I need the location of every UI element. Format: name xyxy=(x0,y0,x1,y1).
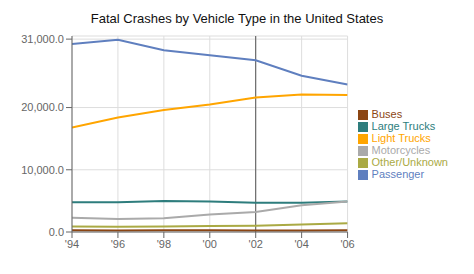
svg-text:31,000.0: 31,000.0 xyxy=(21,33,64,45)
svg-text:0.0: 0.0 xyxy=(49,226,64,238)
svg-text:'02: '02 xyxy=(249,238,263,250)
html-text:Motorcycles: Motorcycles xyxy=(371,144,431,156)
html-text:Fatal Crashes by Vehicle Type: Fatal Crashes by Vehicle Type in the Uni… xyxy=(90,11,384,26)
html-text:Buses: Buses xyxy=(371,107,403,120)
svg-text:'00: '00 xyxy=(203,238,217,250)
svg-text:10,000.0: 10,000.0 xyxy=(21,164,64,176)
svg-text:'94: '94 xyxy=(65,238,79,250)
svg-text:'96: '96 xyxy=(111,238,125,250)
html-text:Other/Unknown: Other/Unknown xyxy=(371,156,448,169)
svg-text:'98: '98 xyxy=(157,238,171,250)
html-text:Passenger: Passenger xyxy=(371,168,425,181)
svg-text:20,000.0: 20,000.0 xyxy=(21,101,64,113)
html-text:Light Trucks: Light Trucks xyxy=(371,131,431,144)
html-text:Large Trucks: Large Trucks xyxy=(371,119,436,132)
svg-text:'06: '06 xyxy=(340,238,354,250)
svg-text:'04: '04 xyxy=(294,238,308,250)
